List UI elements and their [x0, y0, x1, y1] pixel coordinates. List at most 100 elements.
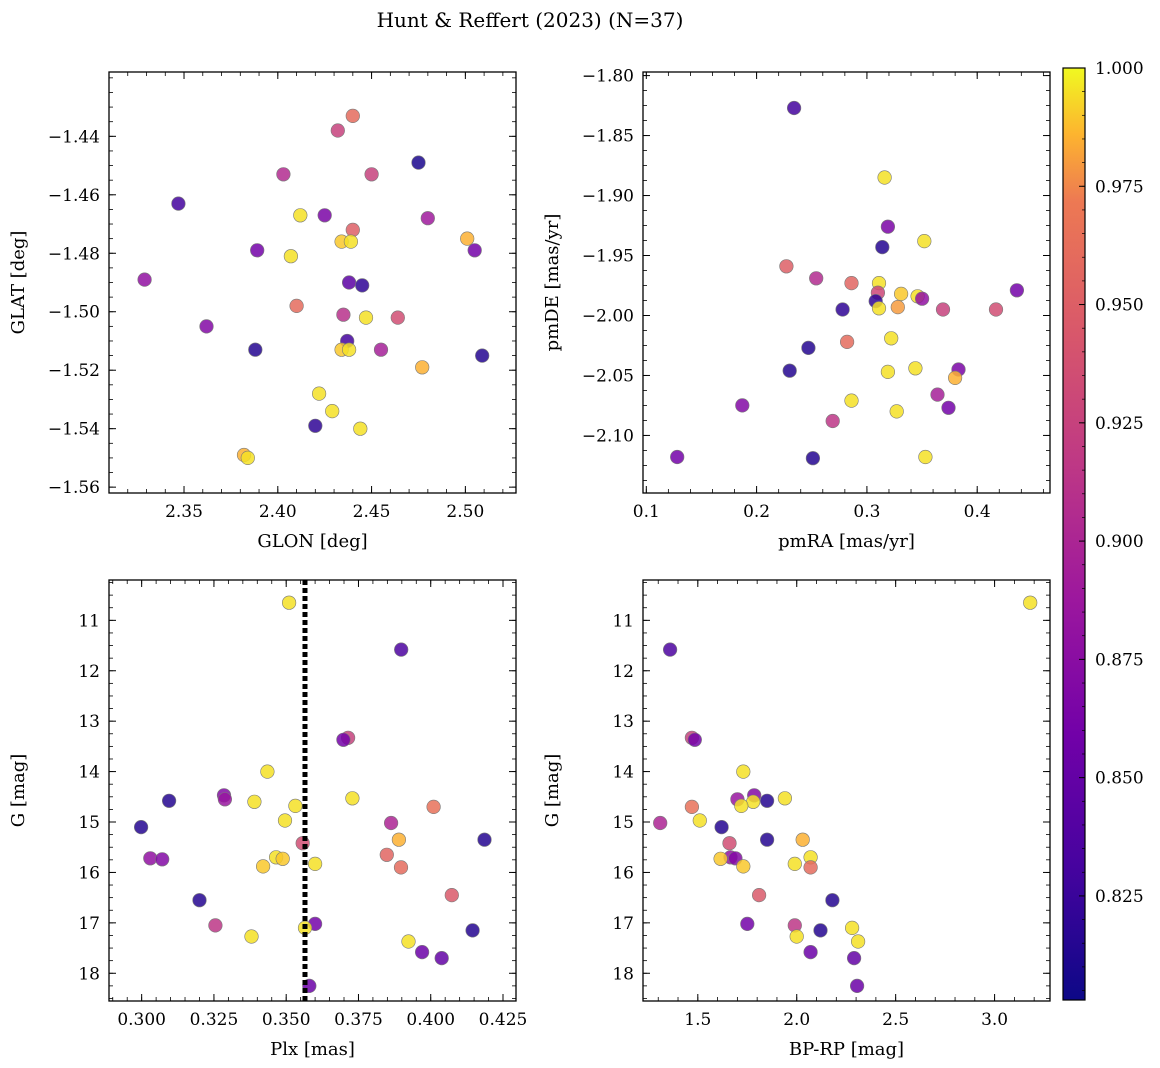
data-point	[846, 950, 862, 966]
x-axis-label: BP-RP [mag]	[789, 1039, 904, 1060]
x-tick-label: 0.375	[334, 1010, 383, 1030]
data-point	[162, 793, 177, 808]
figure-title: Hunt & Reffert (2023) (N=37)	[377, 8, 684, 32]
data-point	[839, 334, 855, 350]
y-tick-label: −1.46	[48, 186, 100, 206]
y-tick-label: −1.52	[48, 361, 100, 381]
data-point	[825, 413, 840, 429]
data-point	[1009, 283, 1025, 298]
data-point	[801, 340, 816, 356]
data-point	[336, 307, 351, 322]
data-point	[288, 798, 303, 814]
data-point	[751, 887, 767, 903]
x-tick-label: 0.400	[406, 1010, 455, 1030]
y-tick-label: −1.95	[582, 247, 634, 267]
data-point	[391, 832, 407, 847]
y-tick-label: −2.10	[582, 426, 634, 446]
data-point	[275, 851, 290, 866]
data-point	[208, 918, 223, 933]
y-tick-label: 13	[612, 712, 634, 732]
data-point	[880, 364, 896, 380]
data-point	[426, 799, 441, 815]
data-point	[308, 856, 323, 872]
x-tick-label: 2.50	[446, 502, 484, 522]
data-point	[415, 360, 430, 375]
data-point	[342, 342, 357, 357]
data-point	[786, 100, 802, 116]
data-point	[250, 243, 265, 258]
y-tick-label: 13	[78, 712, 100, 732]
x-tick-label: 2.40	[259, 502, 297, 522]
data-point	[276, 167, 291, 182]
data-point	[379, 847, 394, 862]
data-point	[240, 450, 255, 466]
y-tick-label: −1.50	[48, 303, 100, 323]
y-tick-label: −2.05	[582, 366, 634, 386]
data-point	[893, 286, 909, 302]
data-point	[308, 418, 323, 433]
data-point	[393, 860, 409, 875]
data-point	[411, 155, 426, 170]
y-tick-label: 14	[612, 763, 634, 783]
y-tick-label: 12	[78, 662, 100, 682]
x-tick-label: 0.4	[964, 502, 991, 522]
x-axis-label: GLON [deg]	[257, 531, 367, 552]
data-point	[134, 819, 149, 835]
data-point	[795, 832, 810, 847]
y-axis-label: pmDE [mas/yr]	[542, 214, 563, 352]
data-point	[248, 342, 263, 357]
data-point	[941, 400, 956, 415]
data-point	[345, 108, 360, 123]
x-tick-label: 0.350	[262, 1010, 311, 1030]
data-point	[244, 929, 259, 944]
data-point	[803, 860, 818, 875]
data-point	[740, 916, 755, 932]
y-tick-label: 18	[612, 964, 634, 984]
data-point	[317, 208, 332, 223]
x-tick-label: 0.325	[190, 1010, 239, 1030]
data-point	[692, 813, 707, 828]
x-tick-label: 2.0	[783, 1010, 810, 1030]
data-point	[714, 819, 729, 835]
data-point	[345, 791, 360, 806]
colorbar-tick-label: 0.925	[1095, 414, 1144, 434]
colorbar-tick-label: 0.950	[1095, 296, 1144, 316]
y-axis-label: GLAT [deg]	[8, 231, 29, 335]
data-point	[355, 278, 370, 293]
data-point	[260, 764, 275, 779]
data-point	[687, 732, 702, 747]
data-point	[477, 832, 492, 847]
data-point	[345, 222, 360, 237]
data-point	[736, 859, 751, 874]
x-axis-label: Plx [mas]	[270, 1039, 355, 1060]
y-tick-label: −1.90	[582, 187, 634, 207]
ticks: 1.5 2.0 2.5 3.0 11 12 13 14 15 16 17 18	[612, 580, 1050, 1030]
y-tick-label: 11	[612, 611, 634, 631]
colorbar: 0.825 0.850 0.875 0.900 0.925 0.950 0.975 1.000	[1062, 59, 1144, 1001]
data-point	[358, 310, 374, 325]
ticks: 0.1 0.2 0.3 0.4 −1.80 −1.85 −1.90 −1.95 −2.00 −2.…	[582, 67, 1050, 522]
data-point	[353, 421, 368, 436]
data-point	[394, 642, 409, 657]
data-point	[988, 302, 1004, 317]
data-point	[282, 595, 297, 610]
data-point	[844, 393, 859, 408]
data-point	[722, 836, 737, 851]
y-tick-label: −1.85	[582, 127, 634, 147]
x-tick-label: 0.425	[479, 1010, 528, 1030]
data-point	[890, 300, 905, 315]
colorbar-gradient	[1062, 67, 1086, 1001]
data-point	[777, 791, 793, 806]
y-tick-label: 11	[78, 611, 100, 631]
data-point	[364, 167, 379, 182]
y-tick-label: 12	[612, 662, 634, 682]
data-point	[735, 398, 750, 413]
data-point	[884, 331, 899, 346]
data-point	[155, 852, 170, 867]
axes-frame	[642, 579, 1051, 1002]
data-point	[779, 259, 794, 274]
data-point	[143, 851, 158, 866]
y-tick-label: 14	[78, 763, 100, 783]
data-point	[759, 832, 775, 847]
